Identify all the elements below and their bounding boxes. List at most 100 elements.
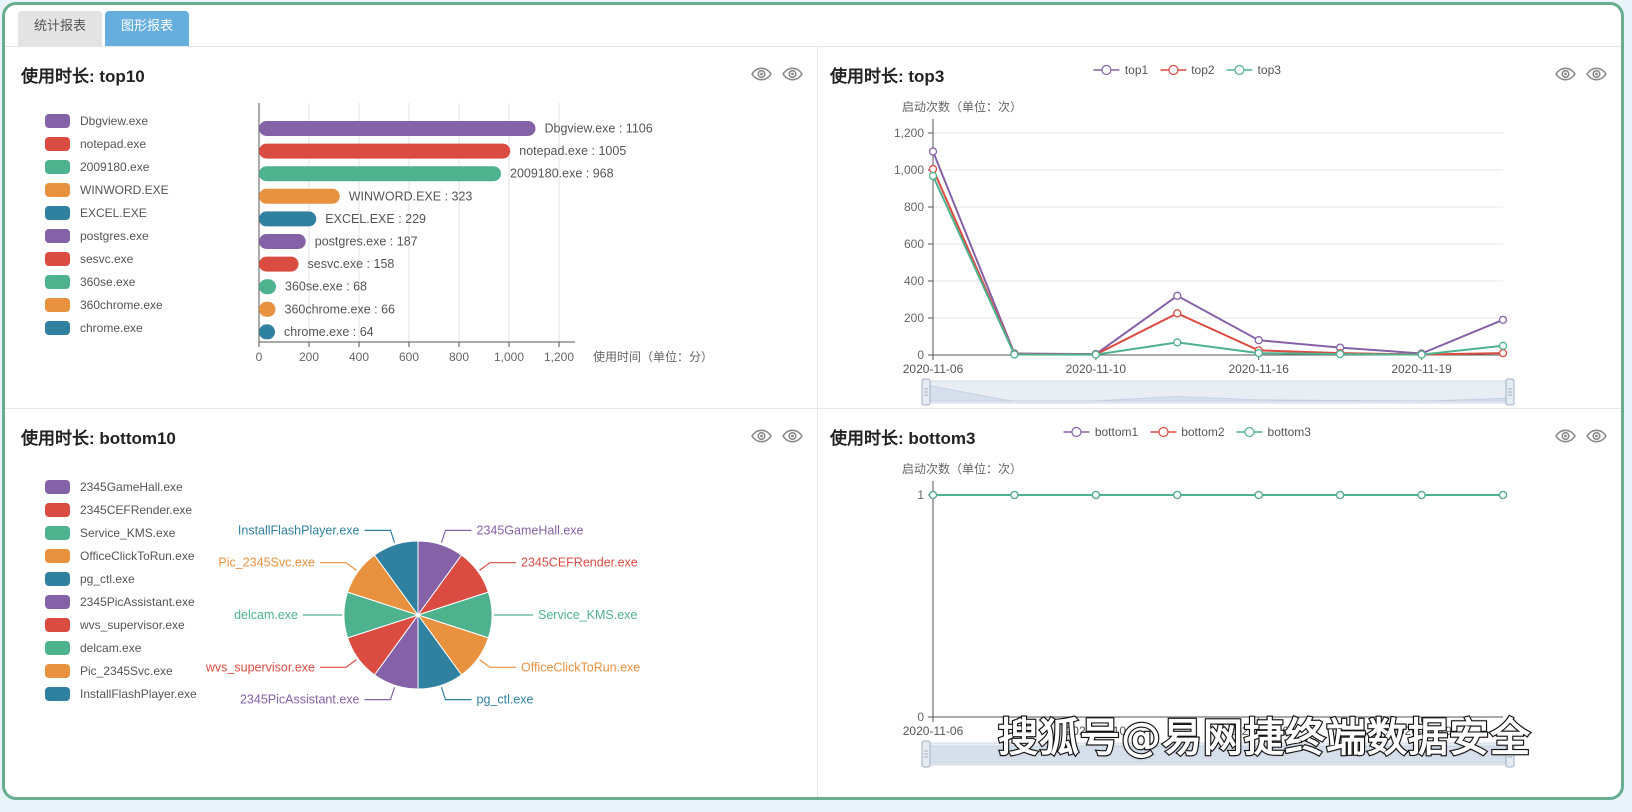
bar[interactable]: [259, 301, 276, 317]
panel-actions: [751, 429, 803, 443]
legend-item[interactable]: sesvc.exe: [45, 247, 243, 270]
pie-label-line: [479, 659, 517, 668]
pie-label: InstallFlashPlayer.exe: [238, 523, 360, 537]
legend-label: 2345CEFRender.exe: [80, 502, 193, 517]
legend-item[interactable]: 2345PicAssistant.exe: [45, 590, 243, 613]
legend-label: delcam.exe: [80, 640, 142, 655]
legend-swatch: [45, 525, 70, 540]
legend-top10: Dbgview.exe notepad.exe 2009180.exe WINWORD…: [5, 93, 243, 378]
bar[interactable]: [259, 211, 317, 227]
legend-item[interactable]: 360chrome.exe: [45, 293, 243, 316]
legend-label: 2345PicAssistant.exe: [80, 594, 195, 609]
panel-actions: [751, 67, 803, 81]
eye-icon[interactable]: [1555, 67, 1576, 81]
legend-item[interactable]: chrome.exe: [45, 316, 243, 339]
pie-label: 2345PicAssistant.exe: [240, 693, 360, 707]
legend-item[interactable]: bottom3: [1236, 425, 1311, 439]
datazoom-handle-left[interactable]: [921, 378, 931, 406]
panel-usage-top10: 使用时长: top10 Dbgview.exe notepad.exe 200918…: [5, 47, 818, 409]
legend-item[interactable]: delcam.exe: [45, 636, 243, 659]
x-axis-name: 使用时间（单位：分）: [593, 349, 713, 364]
bar[interactable]: [259, 324, 275, 340]
eye-icon[interactable]: [782, 429, 803, 443]
legend-item[interactable]: pg_ctl.exe: [45, 567, 243, 590]
pie-slice[interactable]: [373, 540, 419, 617]
line-series-bottom3[interactable]: [928, 490, 1508, 500]
bar[interactable]: [259, 121, 536, 136]
tab-statistical-report[interactable]: 统计报表: [18, 11, 103, 46]
x-tick-label: 2020-11-16: [1228, 362, 1289, 376]
legend-label: top1: [1124, 63, 1149, 77]
legend-item[interactable]: top1: [1093, 63, 1149, 77]
svg-text:400: 400: [349, 350, 369, 364]
datazoom-handle-right[interactable]: [1505, 378, 1515, 406]
eye-icon[interactable]: [751, 67, 772, 81]
x-tick-label: 2020-11-10: [1066, 724, 1127, 738]
legend-item[interactable]: 360se.exe: [45, 270, 243, 293]
legend-item[interactable]: Pic_2345Svc.exe: [45, 659, 243, 682]
pie-chart-bottom10[interactable]: 2345GameHall.exe 2345CEFRender.exe Service…: [170, 455, 810, 767]
panel-title-top10: 使用时长: top10: [21, 66, 145, 86]
legend-swatch: [45, 136, 70, 151]
legend-label: Service_KMS.exe: [80, 525, 176, 540]
line-chart-top3[interactable]: 启动次数（单位：次） 0 200 400 600 800 1,000 1,200 2020-11…: [818, 93, 1618, 407]
legend-item[interactable]: postgres.exe: [45, 224, 243, 247]
bar[interactable]: [259, 188, 340, 204]
legend-label: postgres.exe: [80, 228, 149, 243]
line-series-top2[interactable]: [928, 164, 1508, 359]
y-axis-name: 启动次数（单位：次）: [902, 99, 1022, 114]
line-chart-bottom3[interactable]: 启动次数（单位：次） 0 1 2020-11-06 2020-11-10 2020-11-…: [818, 455, 1618, 769]
bar[interactable]: [259, 234, 306, 249]
legend-item[interactable]: 2345CEFRender.exe: [45, 498, 243, 521]
line-series-top1[interactable]: [928, 147, 1508, 359]
legend-label: Pic_2345Svc.exe: [80, 663, 173, 678]
svg-text:200: 200: [299, 350, 319, 364]
legend-item[interactable]: Dbgview.exe: [45, 109, 243, 132]
legend-item[interactable]: WINWORD.EXE: [45, 178, 243, 201]
legend-item[interactable]: InstallFlashPlayer.exe: [45, 682, 243, 705]
legend-label: notepad.exe: [80, 136, 147, 151]
bar-value-label: notepad.exe : 1005: [519, 144, 626, 158]
legend-label: pg_ctl.exe: [80, 571, 135, 586]
legend-swatch: [45, 274, 70, 289]
pie-label: wvs_supervisor.exe: [205, 660, 315, 674]
line-series-top3[interactable]: [928, 171, 1508, 359]
datazoom-handle-right[interactable]: [1505, 740, 1515, 768]
bar[interactable]: [259, 166, 501, 182]
eye-icon[interactable]: [751, 429, 772, 443]
legend-swatch: [45, 479, 70, 494]
legend-swatch: [45, 663, 70, 678]
legend-item[interactable]: bottom1: [1063, 425, 1138, 439]
legend-item[interactable]: top3: [1226, 63, 1281, 77]
tab-graphical-report[interactable]: 图形报表: [105, 11, 190, 46]
eye-icon[interactable]: [1586, 429, 1607, 443]
legend-item[interactable]: OfficeClickToRun.exe: [45, 544, 243, 567]
svg-text:800: 800: [449, 350, 469, 364]
legend-item[interactable]: bottom2: [1150, 425, 1225, 439]
bar-chart-top10[interactable]: 0 200 400 600 800 1,000 1,200 使用时间（单位：分） Dbgview…: [243, 93, 815, 378]
eye-icon[interactable]: [1555, 429, 1576, 443]
eye-icon[interactable]: [782, 67, 803, 81]
bar[interactable]: [259, 279, 276, 295]
bar[interactable]: [259, 256, 299, 272]
legend-item[interactable]: notepad.exe: [45, 132, 243, 155]
legend-item[interactable]: top2: [1160, 63, 1215, 77]
pie-label-line: [364, 529, 396, 543]
pie-label: OfficeClickToRun.exe: [521, 660, 640, 674]
datazoom-handle-left[interactable]: [921, 740, 931, 768]
legend-label: Dbgview.exe: [80, 113, 149, 128]
svg-text:1,000: 1,000: [494, 350, 524, 364]
legend-item[interactable]: 2009180.exe: [45, 155, 243, 178]
line-marker-icon: [1093, 64, 1120, 76]
legend-item[interactable]: Service_KMS.exe: [45, 521, 243, 544]
line-marker-icon: [1236, 426, 1263, 438]
legend-item[interactable]: EXCEL.EXE: [45, 201, 243, 224]
report-window: 统计报表 图形报表 使用时长: top10 Dbgview.exe notepad…: [2, 2, 1624, 800]
bar[interactable]: [259, 143, 511, 159]
tab-bar: 统计报表 图形报表: [5, 5, 1621, 47]
eye-icon[interactable]: [1586, 67, 1607, 81]
svg-text:0: 0: [917, 710, 924, 724]
legend-item[interactable]: 2345GameHall.exe: [45, 475, 243, 498]
legend-swatch: [45, 640, 70, 655]
legend-item[interactable]: wvs_supervisor.exe: [45, 613, 243, 636]
